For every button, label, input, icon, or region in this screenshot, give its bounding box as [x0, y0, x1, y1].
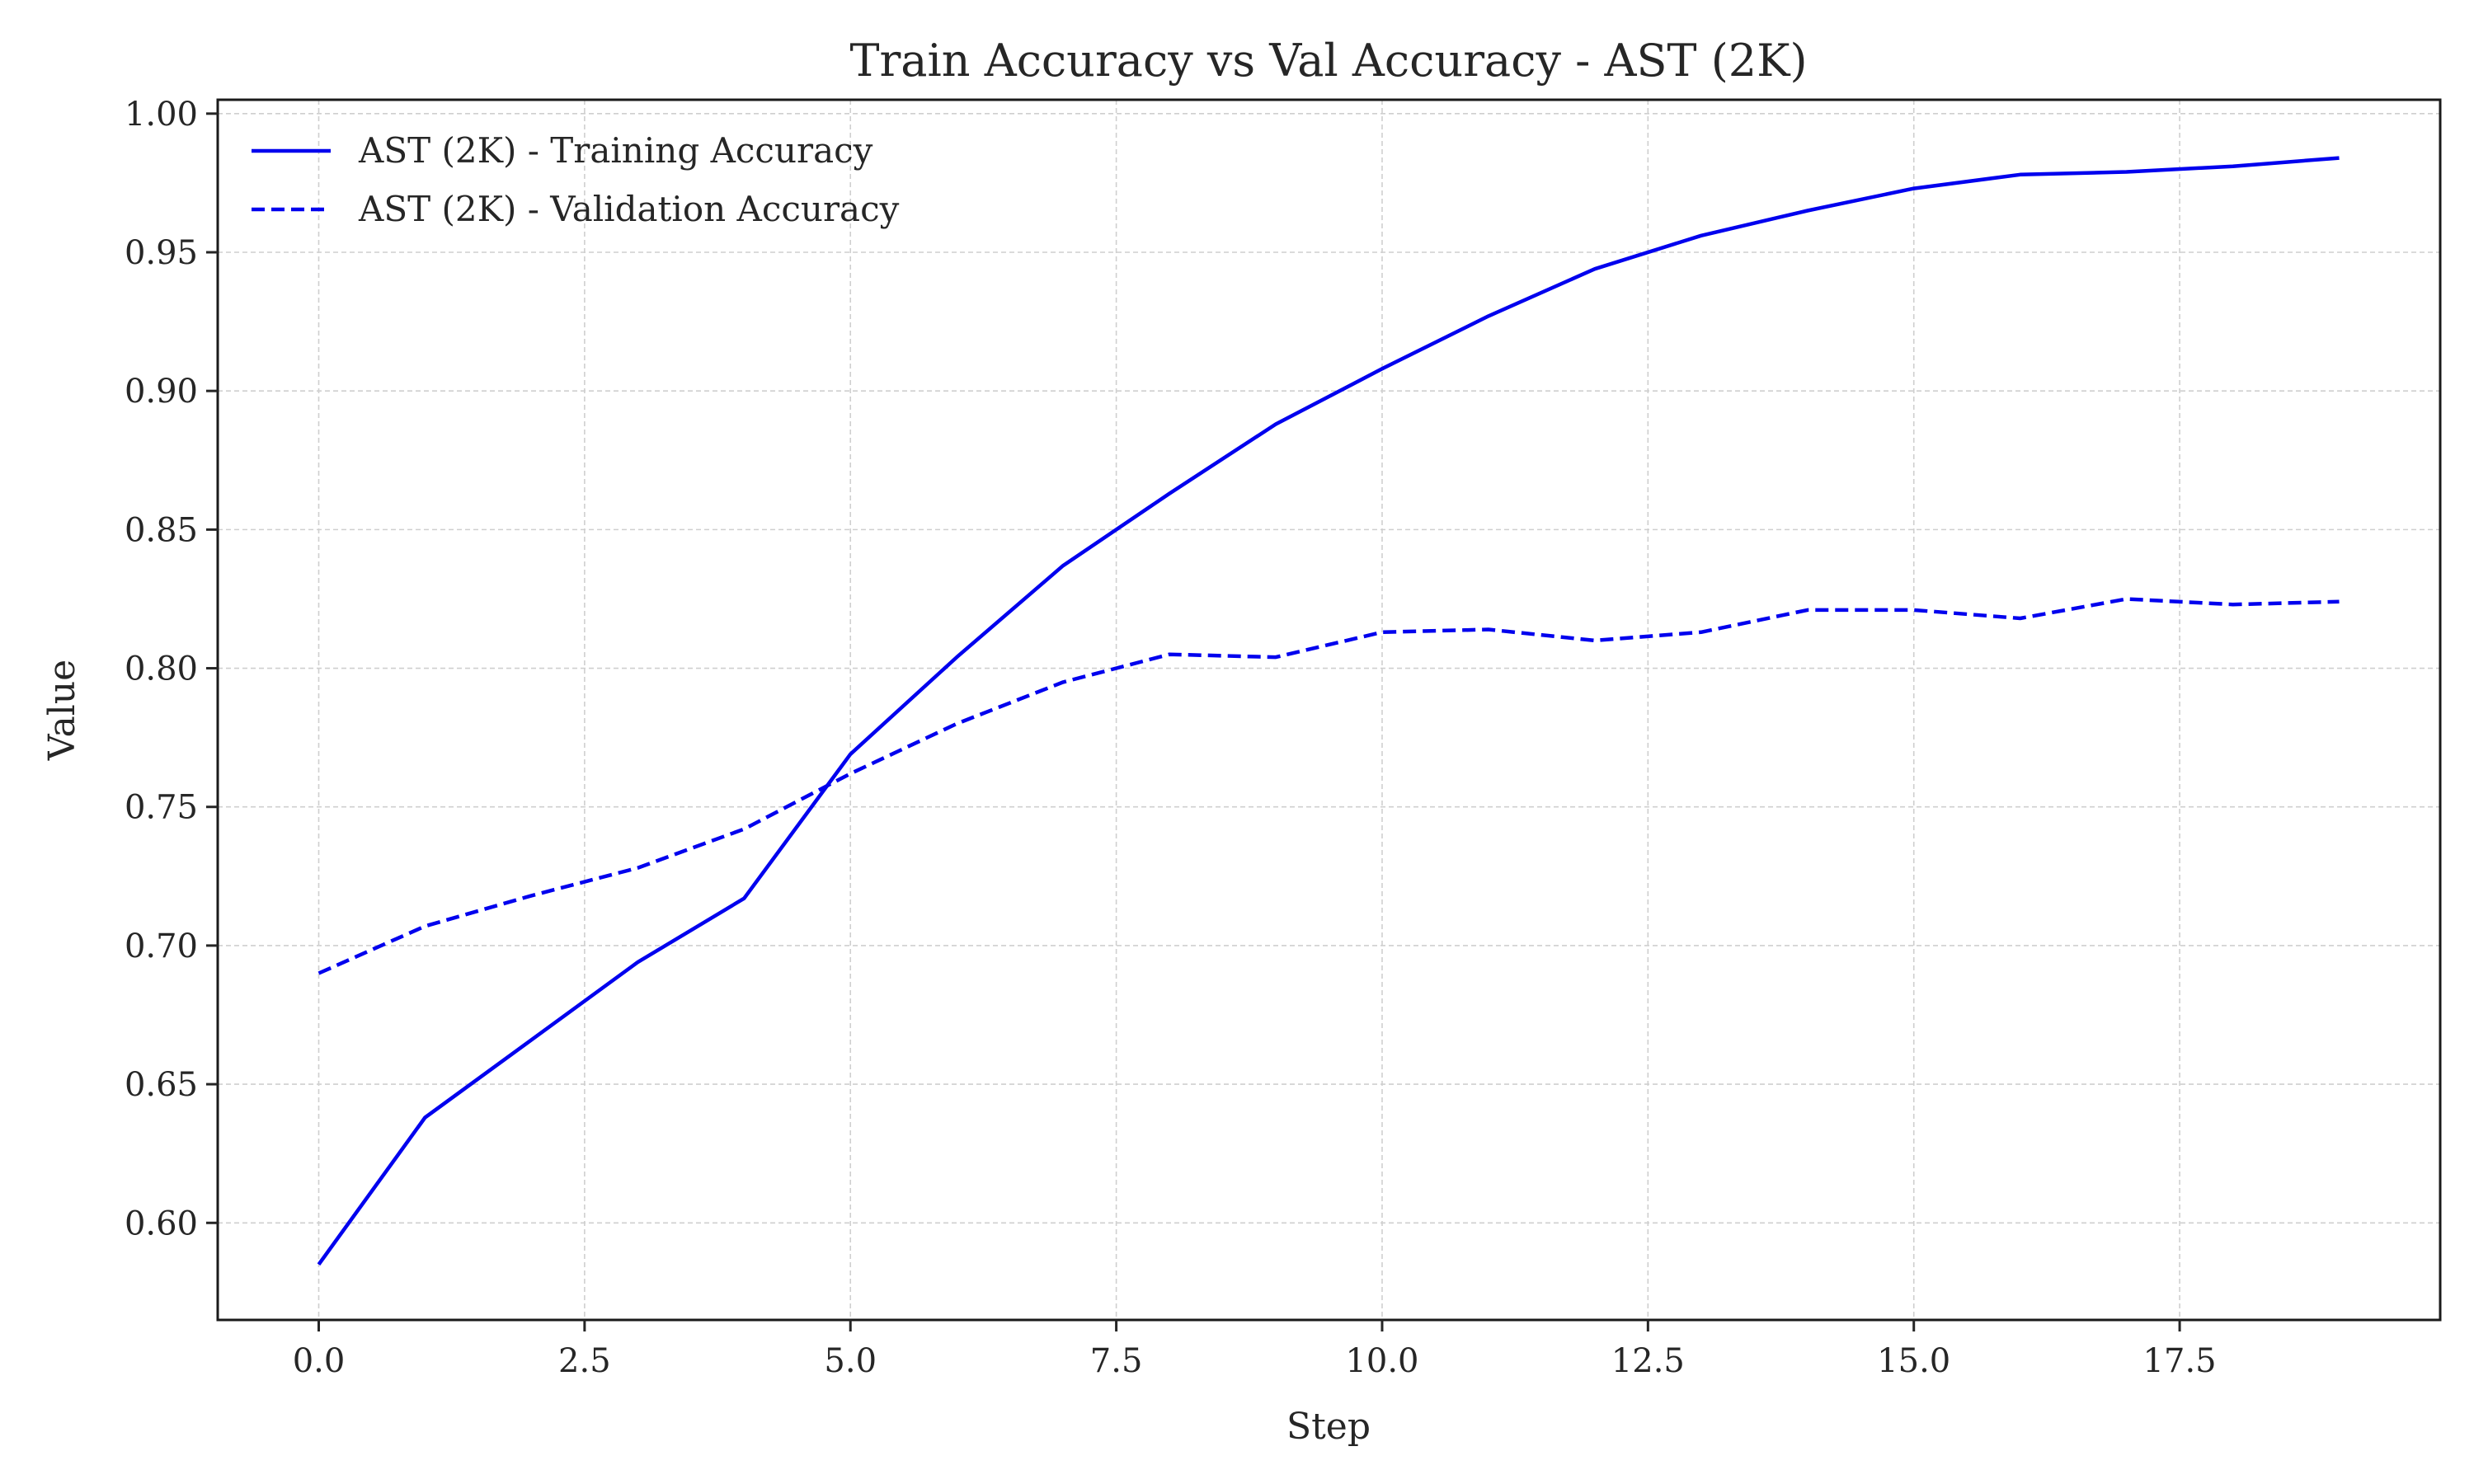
y-tick-label: 0.80 [125, 650, 198, 688]
x-axis-label: Step [1286, 1406, 1371, 1448]
x-tick-label: 0.0 [293, 1342, 346, 1380]
y-tick-label: 0.95 [125, 234, 198, 272]
grid-lines [218, 100, 2440, 1320]
x-axis-ticks: 0.0 2.5 5.0 7.5 10.0 12.5 15.0 17.5 [293, 1320, 2217, 1380]
series-lines [317, 156, 2340, 1266]
legend: AST (2K) - Training Accuracy AST (2K) - V… [252, 130, 900, 229]
chart-title: Train Accuracy vs Val Accuracy - AST (2K… [849, 35, 1807, 87]
x-tick-label: 5.0 [824, 1342, 877, 1380]
y-tick-label: 0.70 [125, 928, 198, 965]
y-axis-ticks: 0.60 0.65 0.70 0.75 0.80 0.85 0.90 0.95 1.00 [125, 96, 218, 1242]
training-accuracy-line [317, 156, 2340, 1266]
y-tick-label: 0.90 [125, 373, 198, 411]
validation-accuracy-line [317, 597, 2340, 975]
x-tick-label: 7.5 [1090, 1342, 1143, 1380]
x-tick-label: 2.5 [558, 1342, 611, 1380]
x-tick-label: 10.0 [1345, 1342, 1418, 1380]
y-tick-label: 0.65 [125, 1066, 198, 1104]
x-tick-label: 17.5 [2143, 1342, 2217, 1380]
y-tick-label: 0.60 [125, 1205, 198, 1242]
y-axis-label: Value [41, 660, 83, 761]
legend-label: AST (2K) - Validation Accuracy [358, 189, 900, 229]
legend-label: AST (2K) - Training Accuracy [358, 130, 873, 171]
y-tick-label: 0.85 [125, 511, 198, 549]
x-tick-label: 15.0 [1877, 1342, 1950, 1380]
plot-frame [216, 98, 2442, 1322]
y-tick-label: 0.75 [125, 789, 198, 827]
y-tick-label: 1.00 [125, 96, 198, 134]
x-tick-label: 12.5 [1611, 1342, 1685, 1380]
